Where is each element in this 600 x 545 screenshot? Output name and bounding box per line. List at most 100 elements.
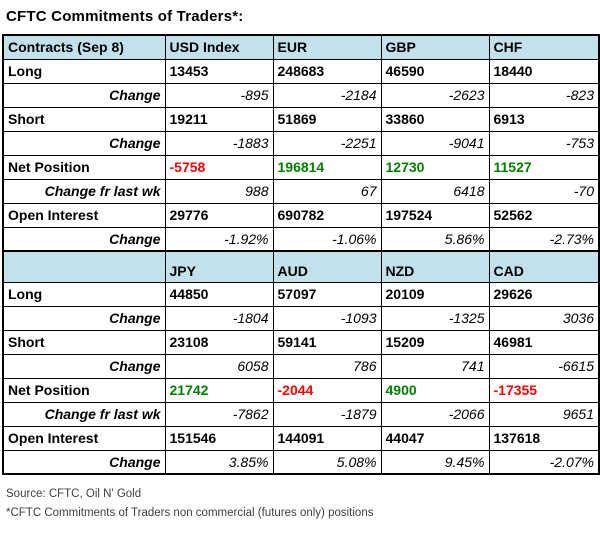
table-row: Change -895 -2184 -2623 -823 xyxy=(2,82,600,108)
footer-source: Source: CFTC, Oil N' Gold xyxy=(6,488,142,500)
value-cell: 44850 xyxy=(164,281,274,307)
value-cell: -2.07% xyxy=(488,449,600,475)
page-title: CFTC Commitments of Traders*: xyxy=(6,8,244,25)
table-row: Short 23108 59141 15209 46981 xyxy=(2,329,600,355)
value-cell: 19211 xyxy=(164,106,274,132)
cot-table: Contracts (Sep 8) USD Index EUR GBP CHF Long 1… xyxy=(2,34,600,475)
value-cell: 46590 xyxy=(380,58,490,84)
row-label: Short xyxy=(2,329,166,355)
table-row: Change -1804 -1093 -1325 3036 xyxy=(2,305,600,331)
row-label: Change xyxy=(2,130,166,156)
value-cell: 51869 xyxy=(272,106,382,132)
value-cell: -1879 xyxy=(272,401,382,427)
value-cell: 3036 xyxy=(488,305,600,331)
table-row: Change fr last wk 988 67 6418 -70 xyxy=(2,178,600,204)
value-cell: -1804 xyxy=(164,305,274,331)
table-row: Short 19211 51869 33860 6913 xyxy=(2,106,600,132)
value-cell: -823 xyxy=(488,82,600,108)
footer-note: *CFTC Commitments of Traders non commerc… xyxy=(6,507,374,519)
value-cell: 6418 xyxy=(380,178,490,204)
header-cell: GBP xyxy=(380,34,490,60)
row-label: Change fr last wk xyxy=(2,178,166,204)
value-cell: 15209 xyxy=(380,329,490,355)
value-cell: -2066 xyxy=(380,401,490,427)
table-row: Change 3.85% 5.08% 9.45% -2.07% xyxy=(2,449,600,475)
value-cell: 46981 xyxy=(488,329,600,355)
value-cell: -2044 xyxy=(272,377,382,403)
value-cell: 6913 xyxy=(488,106,600,132)
table-row: Net Position -5758 196814 12730 11527 xyxy=(2,154,600,180)
value-cell: 9651 xyxy=(488,401,600,427)
header-cell: CAD xyxy=(488,250,600,283)
table-row: Open Interest 151546 144091 44047 137618 xyxy=(2,425,600,451)
value-cell: -895 xyxy=(164,82,274,108)
value-cell: 57097 xyxy=(272,281,382,307)
row-label: Short xyxy=(2,106,166,132)
value-cell: 21742 xyxy=(164,377,274,403)
value-cell: 3.85% xyxy=(164,449,274,475)
header-cell: USD Index xyxy=(164,34,274,60)
value-cell: 197524 xyxy=(380,202,490,228)
value-cell: 23108 xyxy=(164,329,274,355)
table-row: Change 6058 786 741 -6615 xyxy=(2,353,600,379)
header-cell: JPY xyxy=(164,250,274,283)
value-cell: -7862 xyxy=(164,401,274,427)
table-row: Change -1883 -2251 -9041 -753 xyxy=(2,130,600,156)
row-label: Long xyxy=(2,281,166,307)
table-row: Change fr last wk -7862 -1879 -2066 9651 xyxy=(2,401,600,427)
value-cell: 248683 xyxy=(272,58,382,84)
value-cell: 11527 xyxy=(488,154,600,180)
value-cell: -6615 xyxy=(488,353,600,379)
value-cell: -1325 xyxy=(380,305,490,331)
table-row: Long 44850 57097 20109 29626 xyxy=(2,281,600,307)
table-row: Change -1.92% -1.06% 5.86% -2.73% xyxy=(2,226,600,252)
row-label: Open Interest xyxy=(2,425,166,451)
value-cell: -5758 xyxy=(164,154,274,180)
value-cell: 5.08% xyxy=(272,449,382,475)
value-cell: -2184 xyxy=(272,82,382,108)
value-cell: 786 xyxy=(272,353,382,379)
value-cell: 29626 xyxy=(488,281,600,307)
value-cell: 196814 xyxy=(272,154,382,180)
value-cell: 59141 xyxy=(272,329,382,355)
row-label: Open Interest xyxy=(2,202,166,228)
value-cell: 4900 xyxy=(380,377,490,403)
value-cell: 67 xyxy=(272,178,382,204)
header-cell: EUR xyxy=(272,34,382,60)
value-cell: 20109 xyxy=(380,281,490,307)
value-cell: 5.86% xyxy=(380,226,490,252)
table-row: Open Interest 29776 690782 197524 52562 xyxy=(2,202,600,228)
row-label: Change xyxy=(2,305,166,331)
row-label: Change xyxy=(2,449,166,475)
value-cell: 12730 xyxy=(380,154,490,180)
value-cell: 29776 xyxy=(164,202,274,228)
row-label: Change xyxy=(2,82,166,108)
row-label: Long xyxy=(2,58,166,84)
header-cell: NZD xyxy=(380,250,490,283)
value-cell: -9041 xyxy=(380,130,490,156)
footer: Source: CFTC, Oil N' Gold *CFTC Commitme… xyxy=(6,488,600,519)
value-cell: -70 xyxy=(488,178,600,204)
value-cell: 144091 xyxy=(272,425,382,451)
value-cell: 44047 xyxy=(380,425,490,451)
value-cell: -1093 xyxy=(272,305,382,331)
section-header-row: JPY AUD NZD CAD xyxy=(2,250,600,283)
value-cell: 6058 xyxy=(164,353,274,379)
value-cell: -1.06% xyxy=(272,226,382,252)
value-cell: -1883 xyxy=(164,130,274,156)
value-cell: 18440 xyxy=(488,58,600,84)
table-row: Long 13453 248683 46590 18440 xyxy=(2,58,600,84)
header-cell: Contracts (Sep 8) xyxy=(2,34,166,60)
row-label: Change fr last wk xyxy=(2,401,166,427)
header-cell: AUD xyxy=(272,250,382,283)
header-cell: CHF xyxy=(488,34,600,60)
section-header-row: Contracts (Sep 8) USD Index EUR GBP CHF xyxy=(2,34,600,60)
value-cell: 151546 xyxy=(164,425,274,451)
value-cell: 137618 xyxy=(488,425,600,451)
value-cell: 13453 xyxy=(164,58,274,84)
value-cell: -753 xyxy=(488,130,600,156)
value-cell: 690782 xyxy=(272,202,382,228)
value-cell: -17355 xyxy=(488,377,600,403)
value-cell: -1.92% xyxy=(164,226,274,252)
value-cell: 33860 xyxy=(380,106,490,132)
